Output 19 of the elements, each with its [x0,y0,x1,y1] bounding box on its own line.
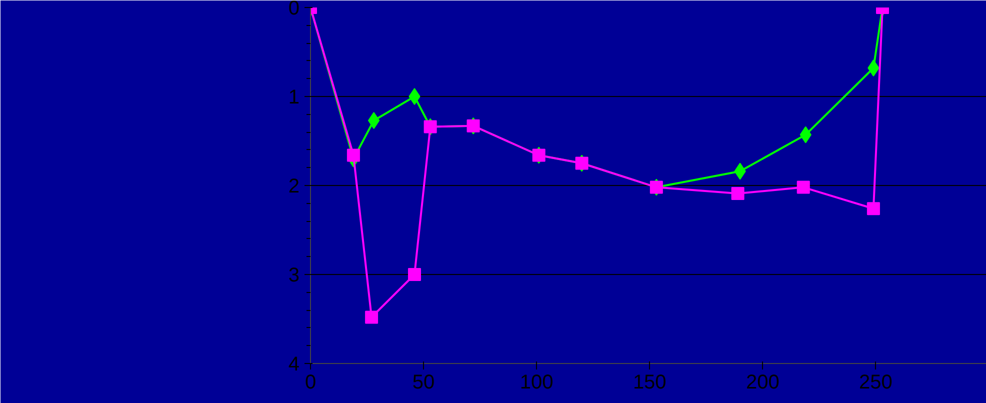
point [408,268,421,281]
x-tick-label: 250 [859,372,892,394]
point [346,148,360,162]
point [796,180,810,194]
y-tick-label: 0 [288,0,300,20]
point [408,88,420,105]
x-tick-label: 150 [632,372,666,394]
point [365,310,378,324]
x-tick-label: 200 [746,372,780,394]
y-tick-label: 3 [288,264,300,286]
x-tick-label: 0 [304,372,316,394]
x-tick-label: 50 [412,372,435,394]
y-tick-label: 4 [288,354,300,376]
x-tick-label: 100 [520,372,554,394]
point [368,112,380,130]
y-tick-label: 2 [288,176,300,198]
point [731,187,744,200]
y-tick-label: 1 [288,86,300,108]
point [866,202,880,216]
